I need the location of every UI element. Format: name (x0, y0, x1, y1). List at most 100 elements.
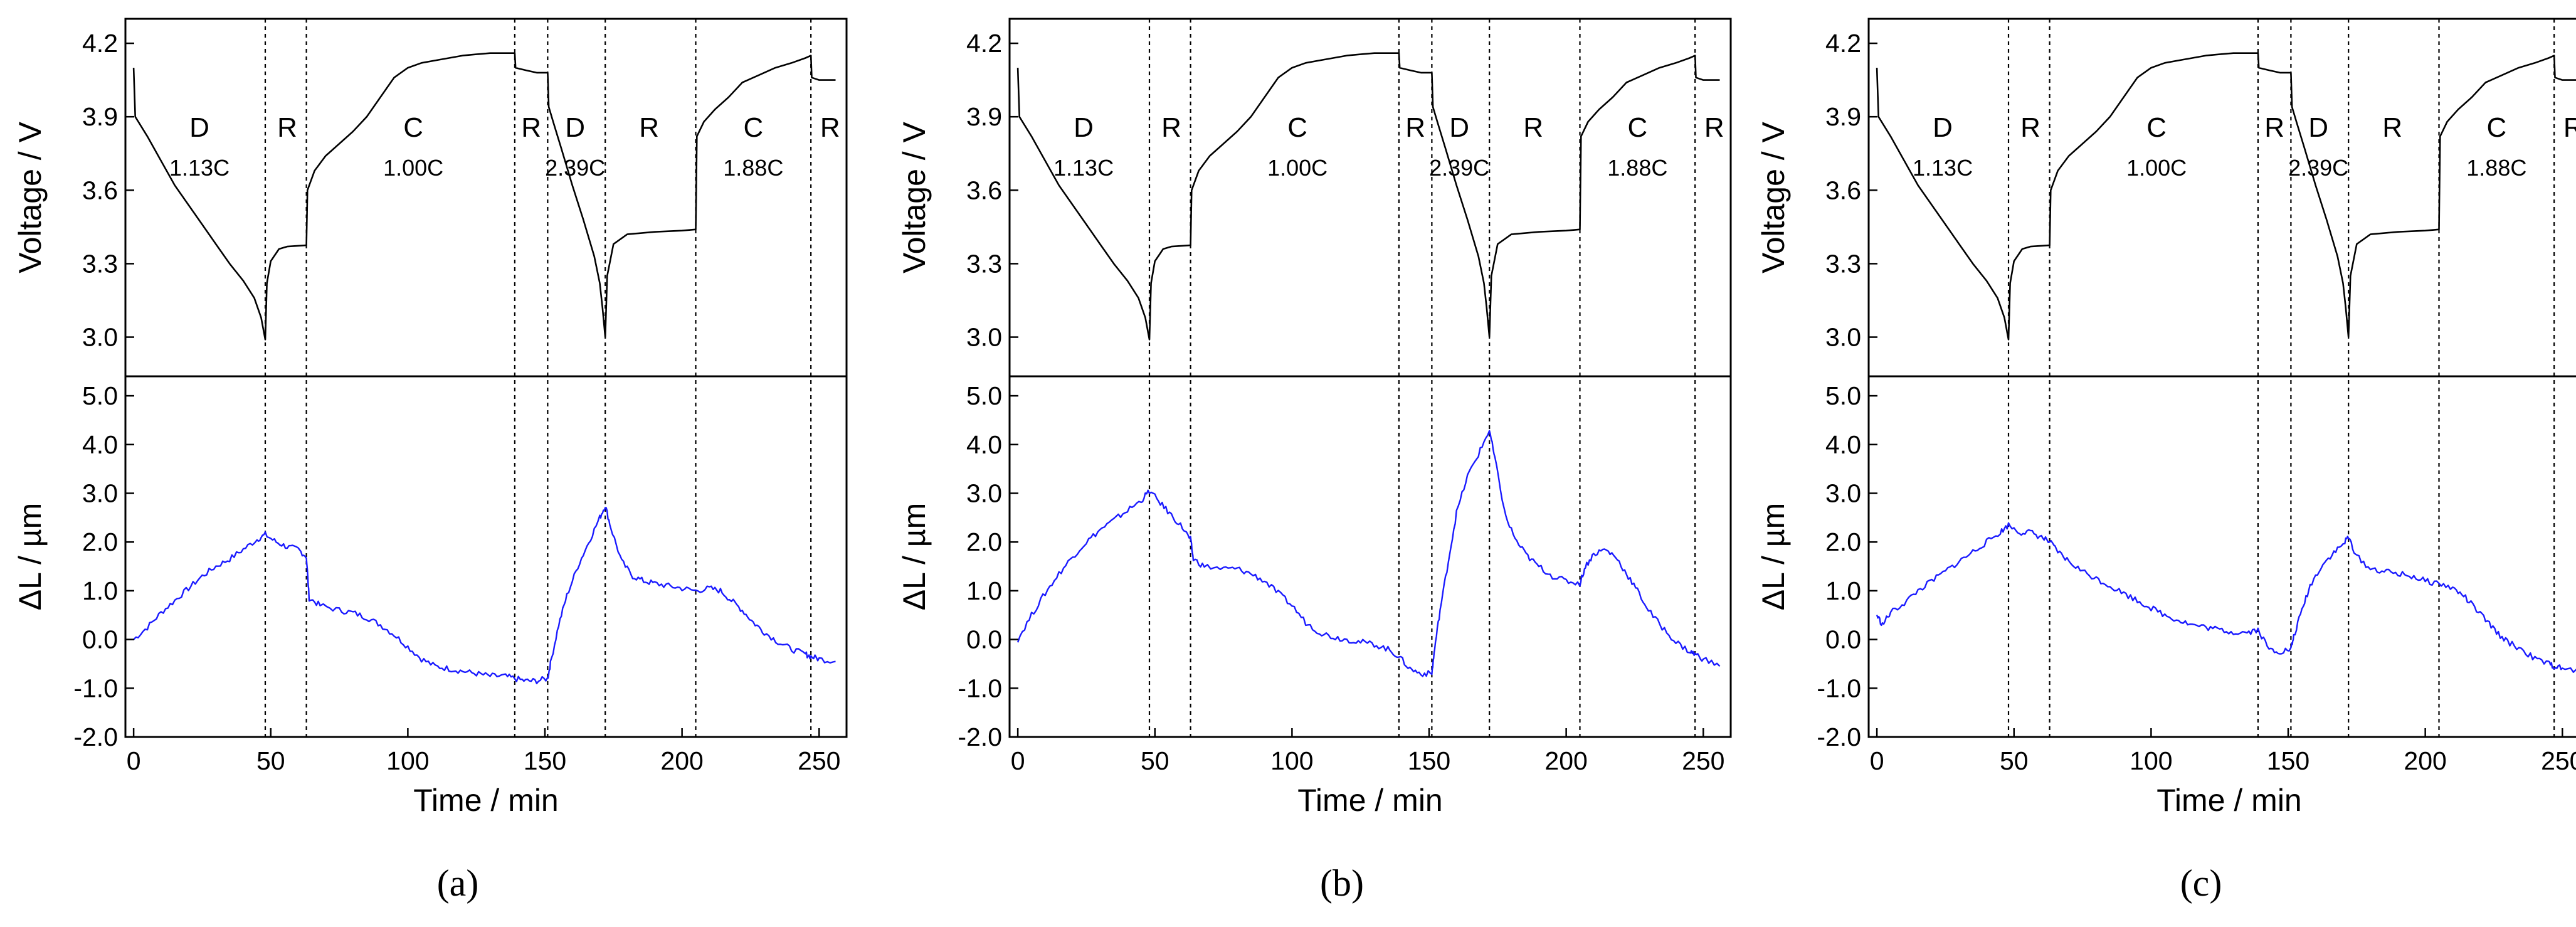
x-tick-label: 200 (2404, 746, 2446, 775)
segment-rate-label: 1.88C (723, 155, 783, 181)
segment-label: R (1405, 112, 1425, 143)
x-tick-label: 50 (256, 746, 285, 775)
delta-l-tick-label: 5.0 (966, 381, 1002, 410)
segment-label: R (277, 112, 297, 143)
voltage-tick-label: 3.3 (966, 249, 1002, 278)
segment-label: D (1933, 112, 1953, 143)
voltage-tick-label: 3.0 (82, 323, 118, 352)
delta-l-tick-label: 0.0 (1825, 625, 1861, 654)
segment-label: C (403, 112, 423, 143)
voltage-tick-label: 3.6 (1825, 176, 1861, 204)
x-tick-label: 250 (1682, 746, 1724, 775)
delta-l-tick-label: 4.0 (82, 430, 118, 459)
delta-l-line (133, 507, 836, 684)
delta-l-tick-label: -2.0 (73, 723, 118, 751)
segment-label: R (820, 112, 840, 143)
segment-label: R (2020, 112, 2040, 143)
segment-label: C (2146, 112, 2167, 143)
x-tick-label: 250 (2541, 746, 2576, 775)
panel-a: 3.0 3.3 3.6 3.9 4.2 -2.0 -1.0 0.0 1.0 2.0 3.0 4.0 5.… (13, 18, 848, 904)
voltage-plot-frame (124, 18, 848, 378)
delta-l-tick-label: -1.0 (1817, 674, 1861, 702)
segment-label: D (565, 112, 585, 143)
voltage-tick-label: 3.6 (966, 176, 1002, 204)
segment-label: R (2382, 112, 2402, 143)
x-tick-label: 0 (1011, 746, 1025, 775)
x-axis-title: Time / min (2156, 783, 2302, 818)
delta-l-tick-label: 2.0 (1825, 527, 1861, 556)
panel-caption: (b) (1320, 862, 1364, 904)
voltage-tick-label: 3.9 (1825, 102, 1861, 131)
delta-l-tick-label: 5.0 (82, 381, 118, 410)
x-axis-title: Time / min (1297, 783, 1443, 818)
x-tick-label: 50 (2000, 746, 2029, 775)
delta-l-axis-title: ΔL / µm (1756, 503, 1791, 610)
voltage-tick-label: 4.2 (82, 29, 118, 58)
x-tick-label: 200 (1544, 746, 1587, 775)
voltage-line (1016, 52, 1720, 341)
x-tick-label: 50 (1141, 746, 1169, 775)
voltage-tick-label: 3.0 (1825, 323, 1861, 352)
delta-l-tick-label: 1.0 (82, 576, 118, 605)
delta-l-tick-label: 3.0 (1825, 479, 1861, 507)
voltage-tick-label: 3.9 (82, 102, 118, 131)
x-tick-label: 150 (524, 746, 566, 775)
segment-rate-label: 1.88C (2466, 155, 2526, 181)
delta-l-plot-frame (1867, 375, 2576, 738)
panel-b: 3.0 3.3 3.6 3.9 4.2 -2.0 -1.0 0.0 1.0 2.0 3.0 4.0 5.… (897, 18, 1732, 904)
segment-label: C (1287, 112, 1307, 143)
segment-rate-label: 1.13C (1913, 155, 1973, 181)
x-axis-title: Time / min (413, 783, 559, 818)
voltage-plot-frame (1008, 18, 1732, 378)
voltage-axis-title: Voltage / V (13, 121, 48, 273)
delta-l-tick-label: -2.0 (1817, 723, 1861, 751)
segment-rate-label: 1.00C (2126, 155, 2187, 181)
segment-label: C (1627, 112, 1647, 143)
voltage-tick-label: 4.2 (1825, 29, 1861, 58)
delta-l-tick-label: -1.0 (958, 674, 1002, 702)
segment-label: R (2264, 112, 2284, 143)
segment-rate-label: 1.88C (1607, 155, 1667, 181)
panel-caption: (c) (2180, 862, 2222, 904)
voltage-axis-title: Voltage / V (897, 121, 932, 273)
delta-l-plot-frame (1008, 375, 1732, 738)
delta-l-tick-label: 0.0 (82, 625, 118, 654)
delta-l-tick-label: 1.0 (1825, 576, 1861, 605)
delta-l-tick-label: 5.0 (1825, 381, 1861, 410)
segment-label: D (189, 112, 209, 143)
voltage-plot-frame (1867, 18, 2576, 378)
delta-l-tick-label: 4.0 (1825, 430, 1861, 459)
delta-l-plot-frame (124, 375, 848, 738)
x-tick-label: 0 (127, 746, 141, 775)
x-tick-label: 0 (1870, 746, 1884, 775)
segment-rate-label: 1.13C (169, 155, 230, 181)
segment-label: R (1161, 112, 1181, 143)
segment-label: R (1523, 112, 1543, 143)
delta-l-tick-label: 3.0 (966, 479, 1002, 507)
x-tick-label: 150 (2267, 746, 2309, 775)
segment-label: C (743, 112, 763, 143)
segment-rate-label: 1.00C (1267, 155, 1328, 181)
delta-l-tick-label: 1.0 (966, 576, 1002, 605)
segment-rate-label: 2.39C (545, 155, 605, 181)
segment-rate-label: 1.13C (1053, 155, 1114, 181)
delta-l-tick-label: 2.0 (82, 527, 118, 556)
delta-l-line (1876, 522, 2576, 673)
x-tick-label: 250 (798, 746, 840, 775)
voltage-tick-label: 3.3 (1825, 249, 1861, 278)
segment-rate-label: 2.39C (1429, 155, 1489, 181)
delta-l-tick-label: 3.0 (82, 479, 118, 507)
panel-caption: (a) (437, 862, 479, 904)
segment-label: R (521, 112, 541, 143)
delta-l-tick-label: -1.0 (73, 674, 118, 702)
segment-label: R (1704, 112, 1724, 143)
x-tick-label: 100 (2130, 746, 2172, 775)
panel-c: 3.0 3.3 3.6 3.9 4.2 -2.0 -1.0 0.0 1.0 2.0 3.0 4.0 5.… (1756, 18, 2576, 904)
delta-l-axis-title: ΔL / µm (13, 503, 48, 610)
x-tick-label: 100 (386, 746, 429, 775)
delta-l-tick-label: 4.0 (966, 430, 1002, 459)
x-tick-label: 200 (660, 746, 703, 775)
x-tick-label: 100 (1270, 746, 1313, 775)
segment-label: D (1074, 112, 1094, 143)
